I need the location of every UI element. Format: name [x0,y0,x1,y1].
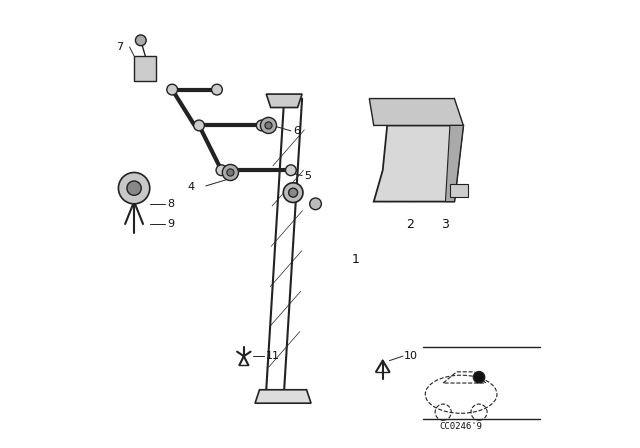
Circle shape [127,181,141,195]
Text: CC0246'9: CC0246'9 [440,422,483,431]
Circle shape [222,164,239,181]
Circle shape [118,172,150,204]
Text: 1: 1 [351,253,359,267]
Circle shape [260,117,276,134]
Text: 3: 3 [442,217,449,231]
Circle shape [310,198,321,210]
Circle shape [284,183,303,202]
Circle shape [473,371,485,383]
Polygon shape [450,184,468,197]
Circle shape [289,188,298,197]
Circle shape [257,120,267,131]
Polygon shape [266,94,302,108]
Polygon shape [445,125,463,202]
Circle shape [167,84,177,95]
Text: 7: 7 [116,42,123,52]
Circle shape [136,35,146,46]
Circle shape [285,165,296,176]
Circle shape [194,120,204,131]
Text: 4: 4 [188,182,195,192]
Polygon shape [255,390,311,403]
Circle shape [212,84,222,95]
Text: 5: 5 [305,171,311,181]
Circle shape [265,122,272,129]
Text: 9: 9 [167,219,174,229]
Text: 6: 6 [293,126,300,136]
Circle shape [216,165,227,176]
Text: 2: 2 [406,217,413,231]
Polygon shape [374,125,463,202]
Text: 11: 11 [266,351,279,361]
Polygon shape [134,56,157,81]
Circle shape [227,169,234,176]
Polygon shape [369,99,463,125]
Text: 10: 10 [404,351,418,361]
Text: 8: 8 [167,199,174,209]
